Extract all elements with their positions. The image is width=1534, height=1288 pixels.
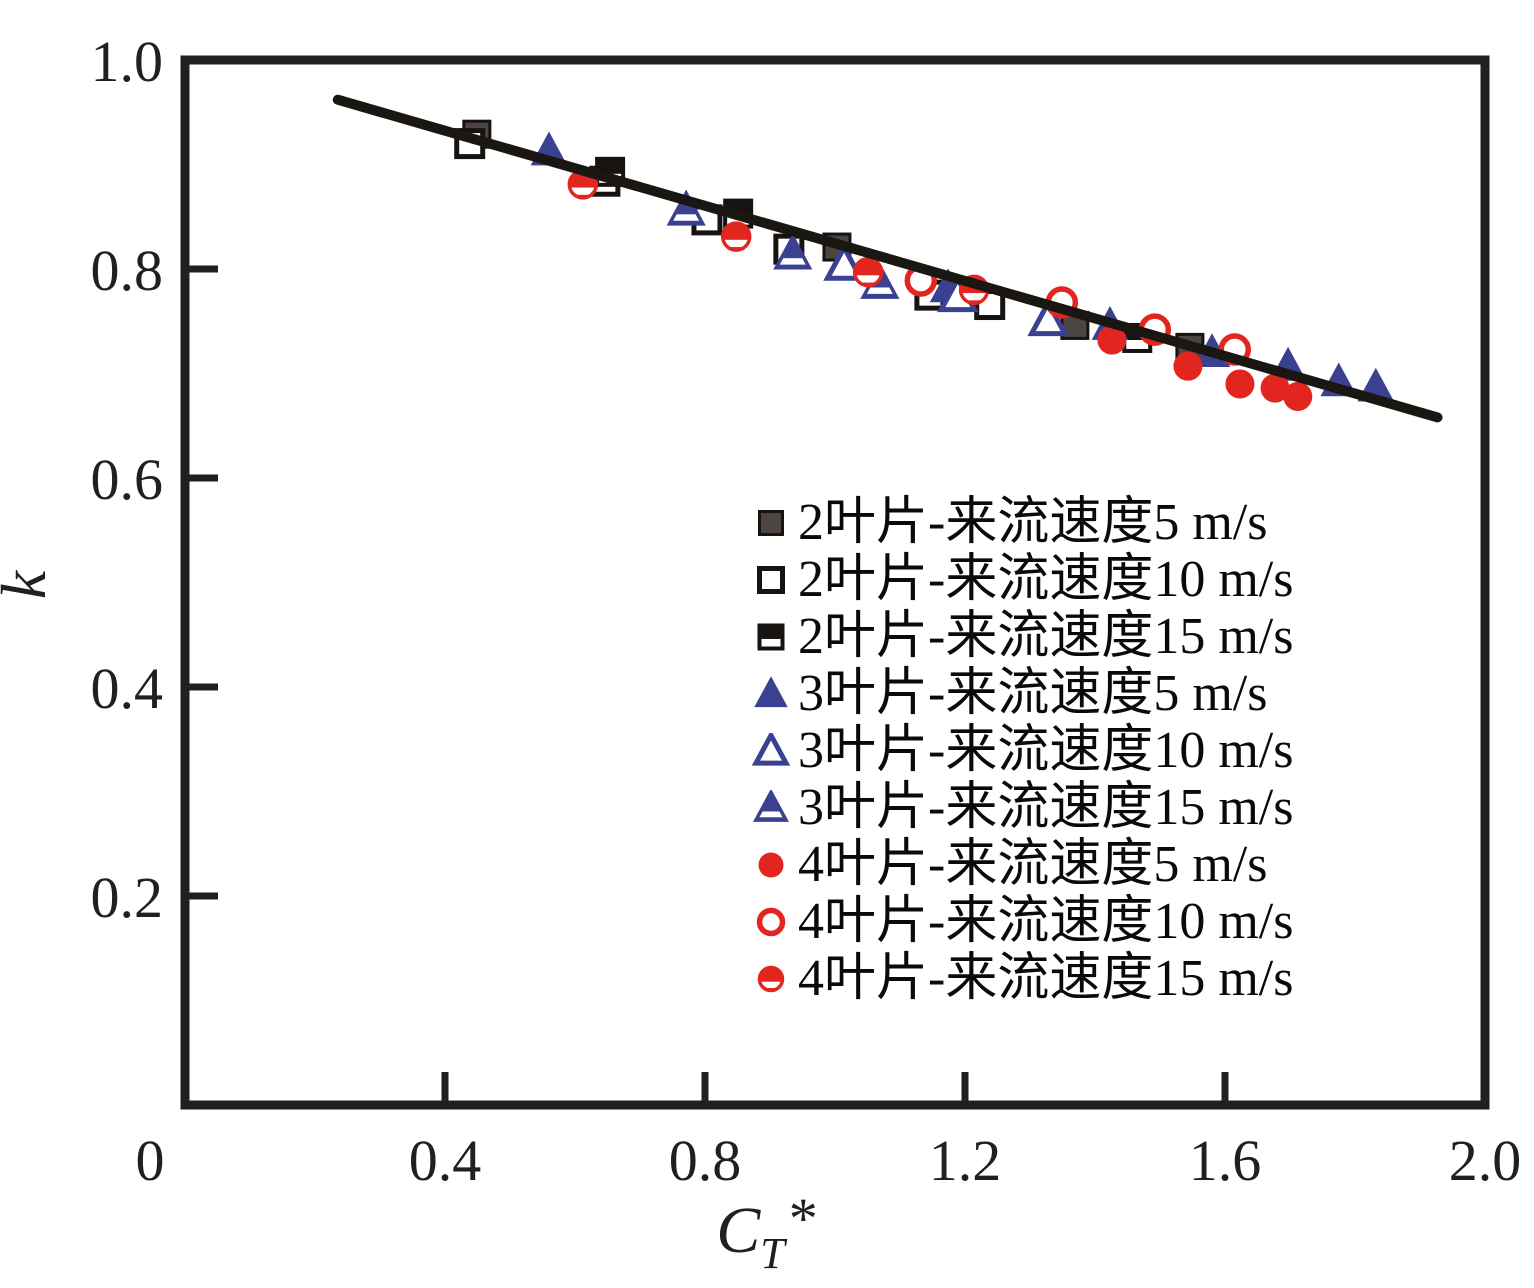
data-point [720, 221, 752, 252]
triangle-filled-legend-icon [752, 675, 792, 712]
data-point [1173, 351, 1203, 381]
fit-line [332, 94, 1443, 423]
x-axis-label-symbol: C [716, 1194, 761, 1267]
legend-item: 3叶片-来流速度5 m/s [752, 665, 1293, 722]
triangle-half-legend-icon [752, 788, 792, 826]
plot-border [180, 55, 1490, 1110]
x-tick-label: 0.8 [669, 1128, 742, 1193]
data-point [666, 189, 706, 226]
legend-label: 3叶片-来流速度15 m/s [798, 778, 1294, 836]
x-tick-label: 1.2 [929, 1128, 1002, 1193]
data-point [757, 965, 785, 992]
y-tick-label: 0.2 [91, 865, 164, 930]
data-point [1097, 325, 1127, 355]
x-tick-label: 0.4 [409, 1128, 482, 1193]
legend-item: 2叶片-来流速度5 m/s [752, 494, 1293, 551]
data-point [757, 623, 785, 650]
legend-item: 3叶片-来流速度10 m/s [751, 721, 1294, 779]
series [1097, 325, 1313, 411]
legend-label: 4叶片-来流速度15 m/s [798, 949, 1294, 1007]
x-tick-label: 1.6 [1189, 1128, 1262, 1193]
data-point [752, 788, 790, 822]
series [530, 131, 1395, 402]
legend-label: 2叶片-来流速度10 m/s [798, 550, 1294, 608]
data-point [756, 907, 786, 936]
data-point [852, 256, 884, 288]
data-point [773, 233, 813, 270]
x-tick-label: 0 [136, 1128, 165, 1193]
data-point [751, 729, 791, 766]
legend-item: 4叶片-来流速度10 m/s [752, 893, 1293, 950]
triangle-open-legend-icon [751, 729, 792, 769]
legend-label: 3叶片-来流速度10 m/s [798, 721, 1294, 779]
legend-label: 4叶片-来流速度5 m/s [798, 835, 1268, 893]
data-point [823, 242, 865, 281]
data-point [1225, 369, 1255, 399]
y-axis-label: k [0, 571, 59, 599]
y-tick-label: 1.0 [91, 29, 164, 94]
legend-label: 2叶片-来流速度15 m/s [798, 607, 1294, 665]
x-axis-label-subscript: T [760, 1229, 785, 1278]
x-tick-label: 2.0 [1449, 1128, 1522, 1193]
data-point [758, 509, 784, 536]
data-point [754, 675, 788, 707]
legend-label: 2叶片-来流速度5 m/s [798, 493, 1268, 551]
data-point [1260, 373, 1290, 403]
data-point [758, 852, 784, 877]
legend-item: 3叶片-来流速度15 m/s [752, 779, 1293, 836]
circle-half-legend-icon [752, 961, 792, 997]
data-point [1283, 381, 1313, 411]
legend-item: 2叶片-来流速度15 m/s [752, 608, 1293, 665]
x-axis-label: CT* [0, 1190, 1534, 1276]
square-filled-legend-icon [752, 505, 792, 541]
legend: 2叶片-来流速度5 m/s 2叶片-来流速度10 m/s 2叶片-来流速度15 m/… [751, 494, 1294, 1007]
square-open-legend-icon [752, 562, 792, 598]
legend-label: 4叶片-来流速度10 m/s [798, 892, 1294, 950]
legend-item: 4叶片-来流速度5 m/s [752, 836, 1293, 893]
legend-item: 2叶片-来流速度10 m/s [752, 551, 1293, 608]
circle-filled-legend-icon [752, 847, 792, 883]
y-tick-label: 0.4 [91, 656, 164, 721]
data-point [757, 565, 785, 594]
square-half-legend-icon [752, 619, 792, 655]
legend-item: 4叶片-来流速度15 m/s [752, 950, 1293, 1007]
circle-open-legend-icon [752, 904, 792, 940]
legend-label: 3叶片-来流速度5 m/s [798, 664, 1268, 722]
data-point [1027, 297, 1070, 337]
x-axis-label-asterisk: * [788, 1186, 818, 1251]
y-tick-label: 0.6 [91, 447, 164, 512]
y-tick-label: 0.8 [91, 238, 164, 303]
